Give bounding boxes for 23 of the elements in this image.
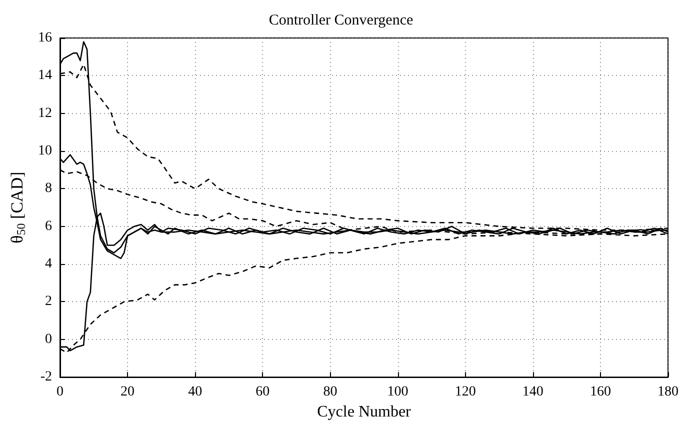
y-tick-label: 8: [45, 181, 52, 196]
y-axis-title: θ50 [CAD]: [8, 172, 28, 244]
x-tick-label: 100: [387, 384, 408, 400]
x-tick-label: 160: [590, 384, 611, 400]
y-tick-label: 6: [45, 218, 52, 234]
y-tick-label: 14: [38, 68, 52, 84]
y-tick-label: 4: [45, 256, 52, 272]
y-tick-label: 16: [38, 30, 52, 46]
x-tick-label: 20: [120, 384, 135, 400]
y-tick-label: -2: [40, 370, 52, 385]
x-axis-title: Cycle Number: [317, 404, 412, 420]
y-tick-label: 10: [38, 144, 52, 159]
y-tick-label: 0: [45, 332, 52, 347]
x-tick-label: 80: [323, 384, 338, 400]
x-tick-label: 60: [256, 384, 270, 400]
x-tick-label: 120: [454, 384, 476, 400]
x-tick-label: 40: [188, 384, 202, 400]
x-tick-label: 0: [56, 384, 64, 400]
chart-title: Controller Convergence: [268, 12, 414, 28]
y-tick-label: 2: [45, 294, 52, 310]
x-tick-label: 180: [658, 384, 678, 400]
y-tick-label: 12: [38, 106, 52, 121]
x-tick-label: 140: [522, 384, 544, 400]
